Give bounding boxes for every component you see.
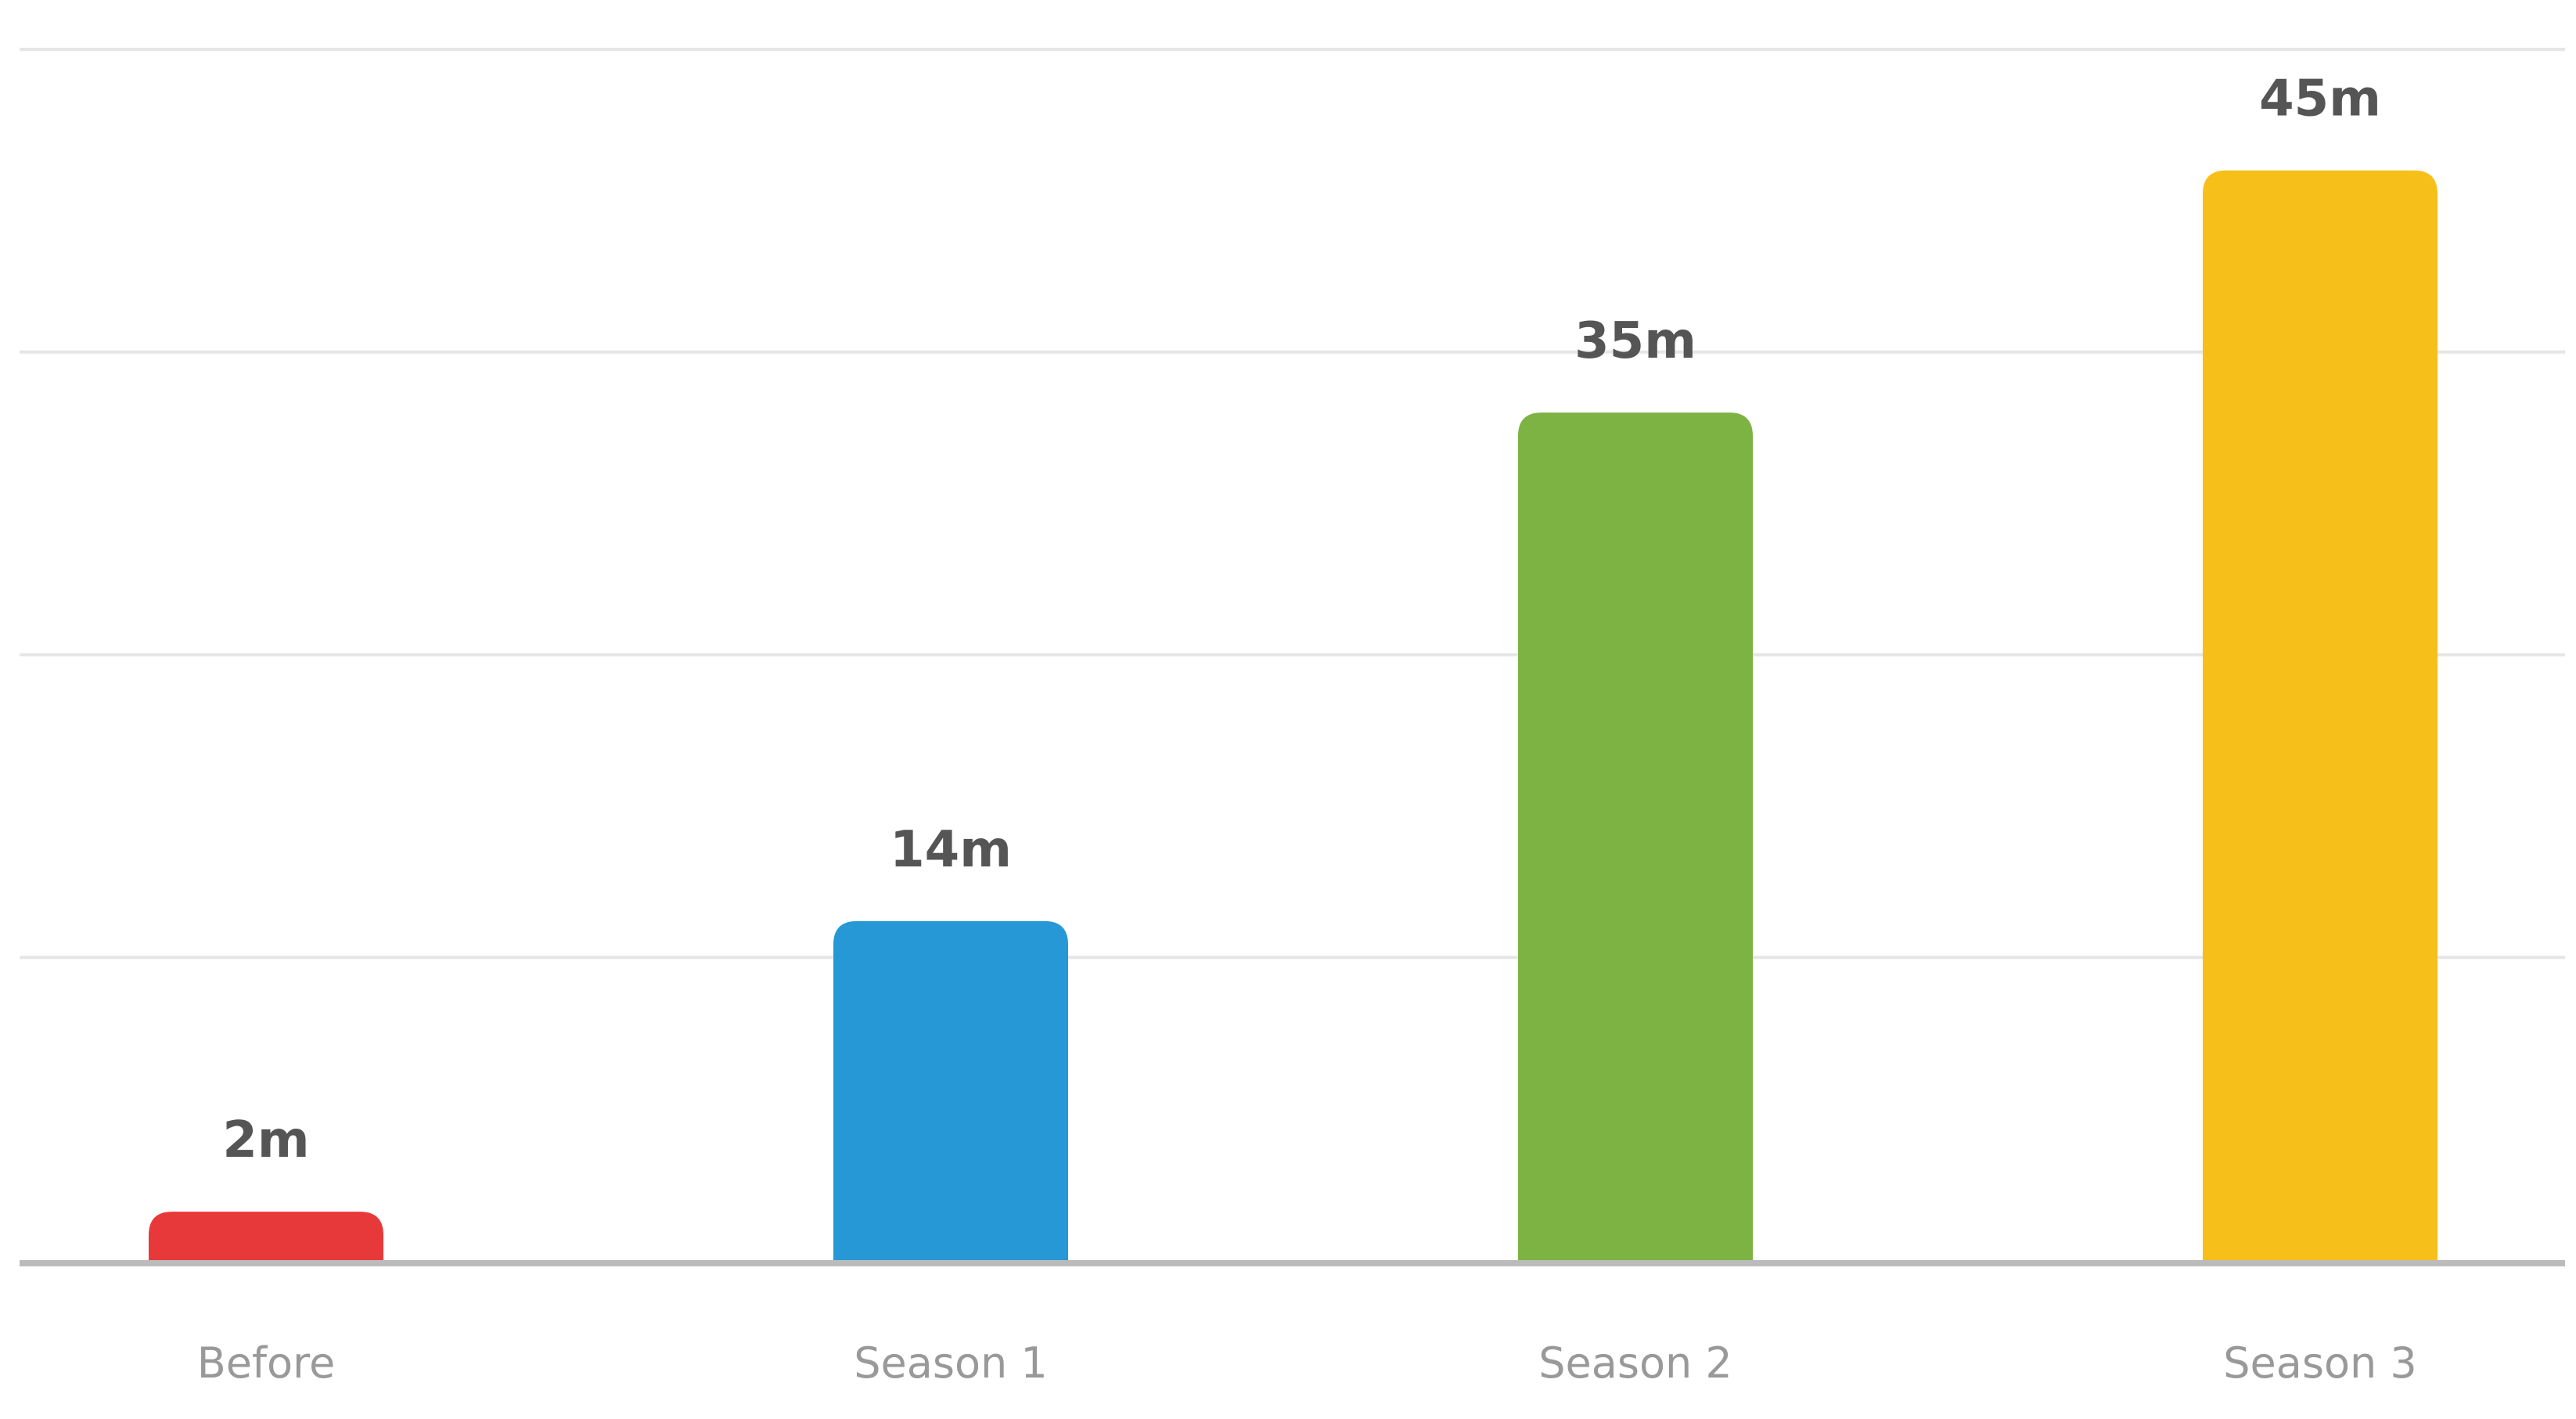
bar [2203, 170, 2437, 1261]
bar [1518, 412, 1753, 1260]
bar [833, 920, 1068, 1260]
value-label: 45m [2259, 70, 2381, 128]
value-label: 35m [1574, 312, 1696, 370]
value-label: 14m [890, 821, 1012, 879]
x-tick-label: Before [197, 1338, 336, 1388]
x-tick-label: Season 3 [2223, 1338, 2417, 1388]
bar [149, 1212, 383, 1260]
x-tick-label: Season 2 [1538, 1338, 1732, 1388]
x-tick-label: Season 1 [854, 1338, 1048, 1388]
value-label: 2m [222, 1111, 309, 1169]
